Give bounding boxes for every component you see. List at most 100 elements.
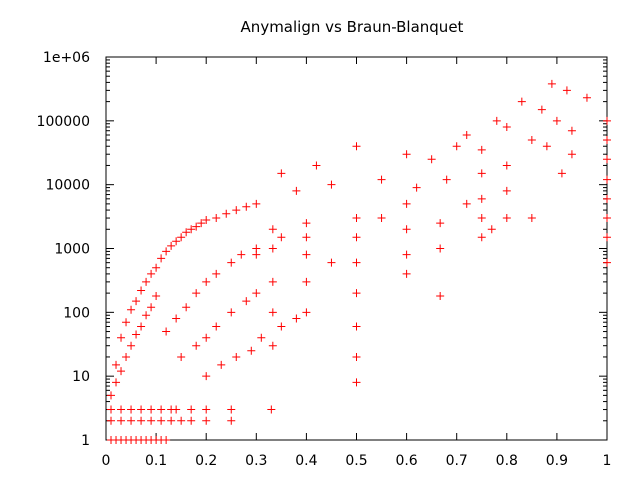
data-point xyxy=(187,416,196,425)
data-point xyxy=(462,199,471,208)
data-point xyxy=(302,308,311,317)
data-point xyxy=(542,142,551,151)
data-point xyxy=(227,258,236,267)
data-point xyxy=(557,169,566,178)
data-point xyxy=(477,233,486,242)
data-point xyxy=(147,303,156,312)
data-point xyxy=(603,194,611,203)
chart-title: Anymalign vs Braun-Blanquet xyxy=(241,18,464,36)
data-point xyxy=(222,209,231,218)
y-tick-label: 100000 xyxy=(37,114,90,130)
data-point xyxy=(202,333,211,342)
data-point xyxy=(582,93,591,102)
data-point xyxy=(192,341,201,350)
data-point xyxy=(302,233,311,242)
data-point xyxy=(142,277,151,286)
data-point xyxy=(377,175,386,184)
data-point xyxy=(352,352,361,361)
data-point xyxy=(603,155,611,164)
data-point xyxy=(252,199,261,208)
data-point xyxy=(107,391,116,400)
data-point xyxy=(352,142,361,151)
data-point xyxy=(177,233,186,242)
data-point xyxy=(292,186,301,195)
data-point xyxy=(603,214,611,223)
data-point xyxy=(567,126,576,135)
data-point xyxy=(277,233,286,242)
data-point xyxy=(547,79,556,88)
data-point xyxy=(412,183,421,192)
data-point xyxy=(132,330,141,339)
data-point xyxy=(117,367,126,376)
data-point xyxy=(292,314,301,323)
data-point xyxy=(212,269,221,278)
data-point xyxy=(127,305,136,314)
data-point xyxy=(552,116,561,125)
data-point xyxy=(177,416,186,425)
data-point xyxy=(436,244,445,253)
data-point xyxy=(172,405,181,414)
data-point xyxy=(268,277,277,286)
data-point xyxy=(132,297,141,306)
data-point xyxy=(352,289,361,298)
data-point xyxy=(562,86,571,95)
axis-ticks: 0 0.1 0.2 0.3 0.4 0.5 0.6 0.7 0.8 0.9 1 1 10 100 1000 1… xyxy=(37,50,612,469)
data-point xyxy=(142,311,151,320)
data-point xyxy=(402,150,411,159)
data-point xyxy=(137,286,146,295)
data-point xyxy=(477,194,486,203)
data-point xyxy=(302,219,311,228)
data-point xyxy=(603,258,611,267)
data-point xyxy=(107,405,116,414)
data-point xyxy=(122,352,131,361)
data-point xyxy=(302,250,311,259)
data-point xyxy=(232,206,241,215)
data-point xyxy=(268,225,277,234)
data-point xyxy=(202,372,211,381)
data-point xyxy=(187,405,196,414)
data-point xyxy=(127,416,136,425)
data-point xyxy=(268,244,277,253)
data-point xyxy=(192,222,201,231)
data-point xyxy=(352,258,361,267)
data-point xyxy=(352,378,361,387)
data-point xyxy=(117,333,126,342)
data-point xyxy=(107,416,116,425)
data-point xyxy=(477,145,486,154)
x-tick-label: 0.7 xyxy=(446,453,468,469)
data-point xyxy=(162,327,171,336)
data-point xyxy=(227,416,236,425)
data-point xyxy=(527,136,536,145)
data-points xyxy=(107,79,611,444)
data-point xyxy=(247,346,256,355)
data-point xyxy=(436,292,445,301)
x-tick-label: 0.9 xyxy=(546,453,568,469)
data-point xyxy=(268,341,277,350)
data-point xyxy=(452,142,461,151)
data-point xyxy=(157,254,166,263)
data-point xyxy=(157,405,166,414)
data-point xyxy=(492,116,501,125)
data-point xyxy=(117,405,126,414)
data-point xyxy=(603,136,611,145)
data-point xyxy=(177,352,186,361)
x-tick-label: 0.4 xyxy=(295,453,317,469)
data-point xyxy=(137,416,146,425)
data-point xyxy=(232,352,241,361)
data-point xyxy=(162,247,171,256)
y-tick-label: 100 xyxy=(63,305,90,321)
y-tick-label: 10000 xyxy=(45,178,90,194)
data-point xyxy=(352,322,361,331)
data-point xyxy=(327,258,336,267)
data-point xyxy=(603,233,611,242)
data-point xyxy=(436,219,445,228)
x-tick-label: 0.5 xyxy=(345,453,367,469)
data-point xyxy=(477,214,486,223)
data-point xyxy=(127,341,136,350)
data-point xyxy=(202,405,211,414)
y-tick-label: 10 xyxy=(72,369,90,385)
data-point xyxy=(217,360,226,369)
data-point xyxy=(502,161,511,170)
data-point xyxy=(402,250,411,259)
